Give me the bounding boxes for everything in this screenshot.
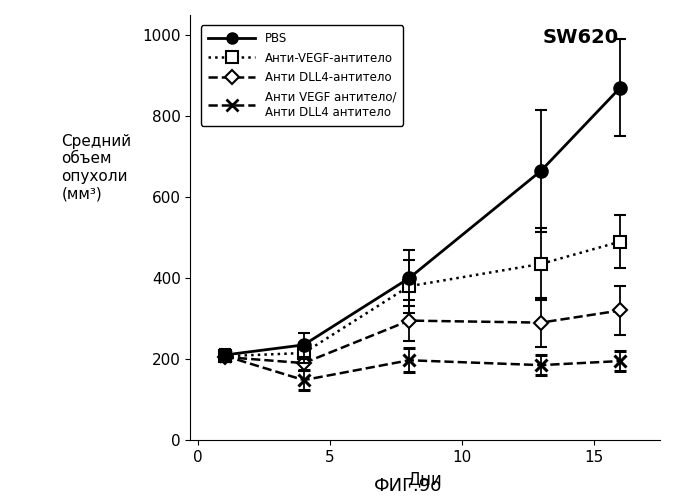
X-axis label: Дни: Дни <box>407 470 443 488</box>
Text: Средний
объем
опухоли
(мм³): Средний объем опухоли (мм³) <box>61 134 132 201</box>
Text: ФИГ.9o: ФИГ.9o <box>374 477 442 495</box>
Legend: PBS, Анти-VEGF-антитело, Анти DLL4-антитело, Анти VEGF антитело/
Анти DLL4 антит: PBS, Анти-VEGF-антитело, Анти DLL4-антит… <box>201 25 403 126</box>
Text: SW620: SW620 <box>543 28 618 47</box>
